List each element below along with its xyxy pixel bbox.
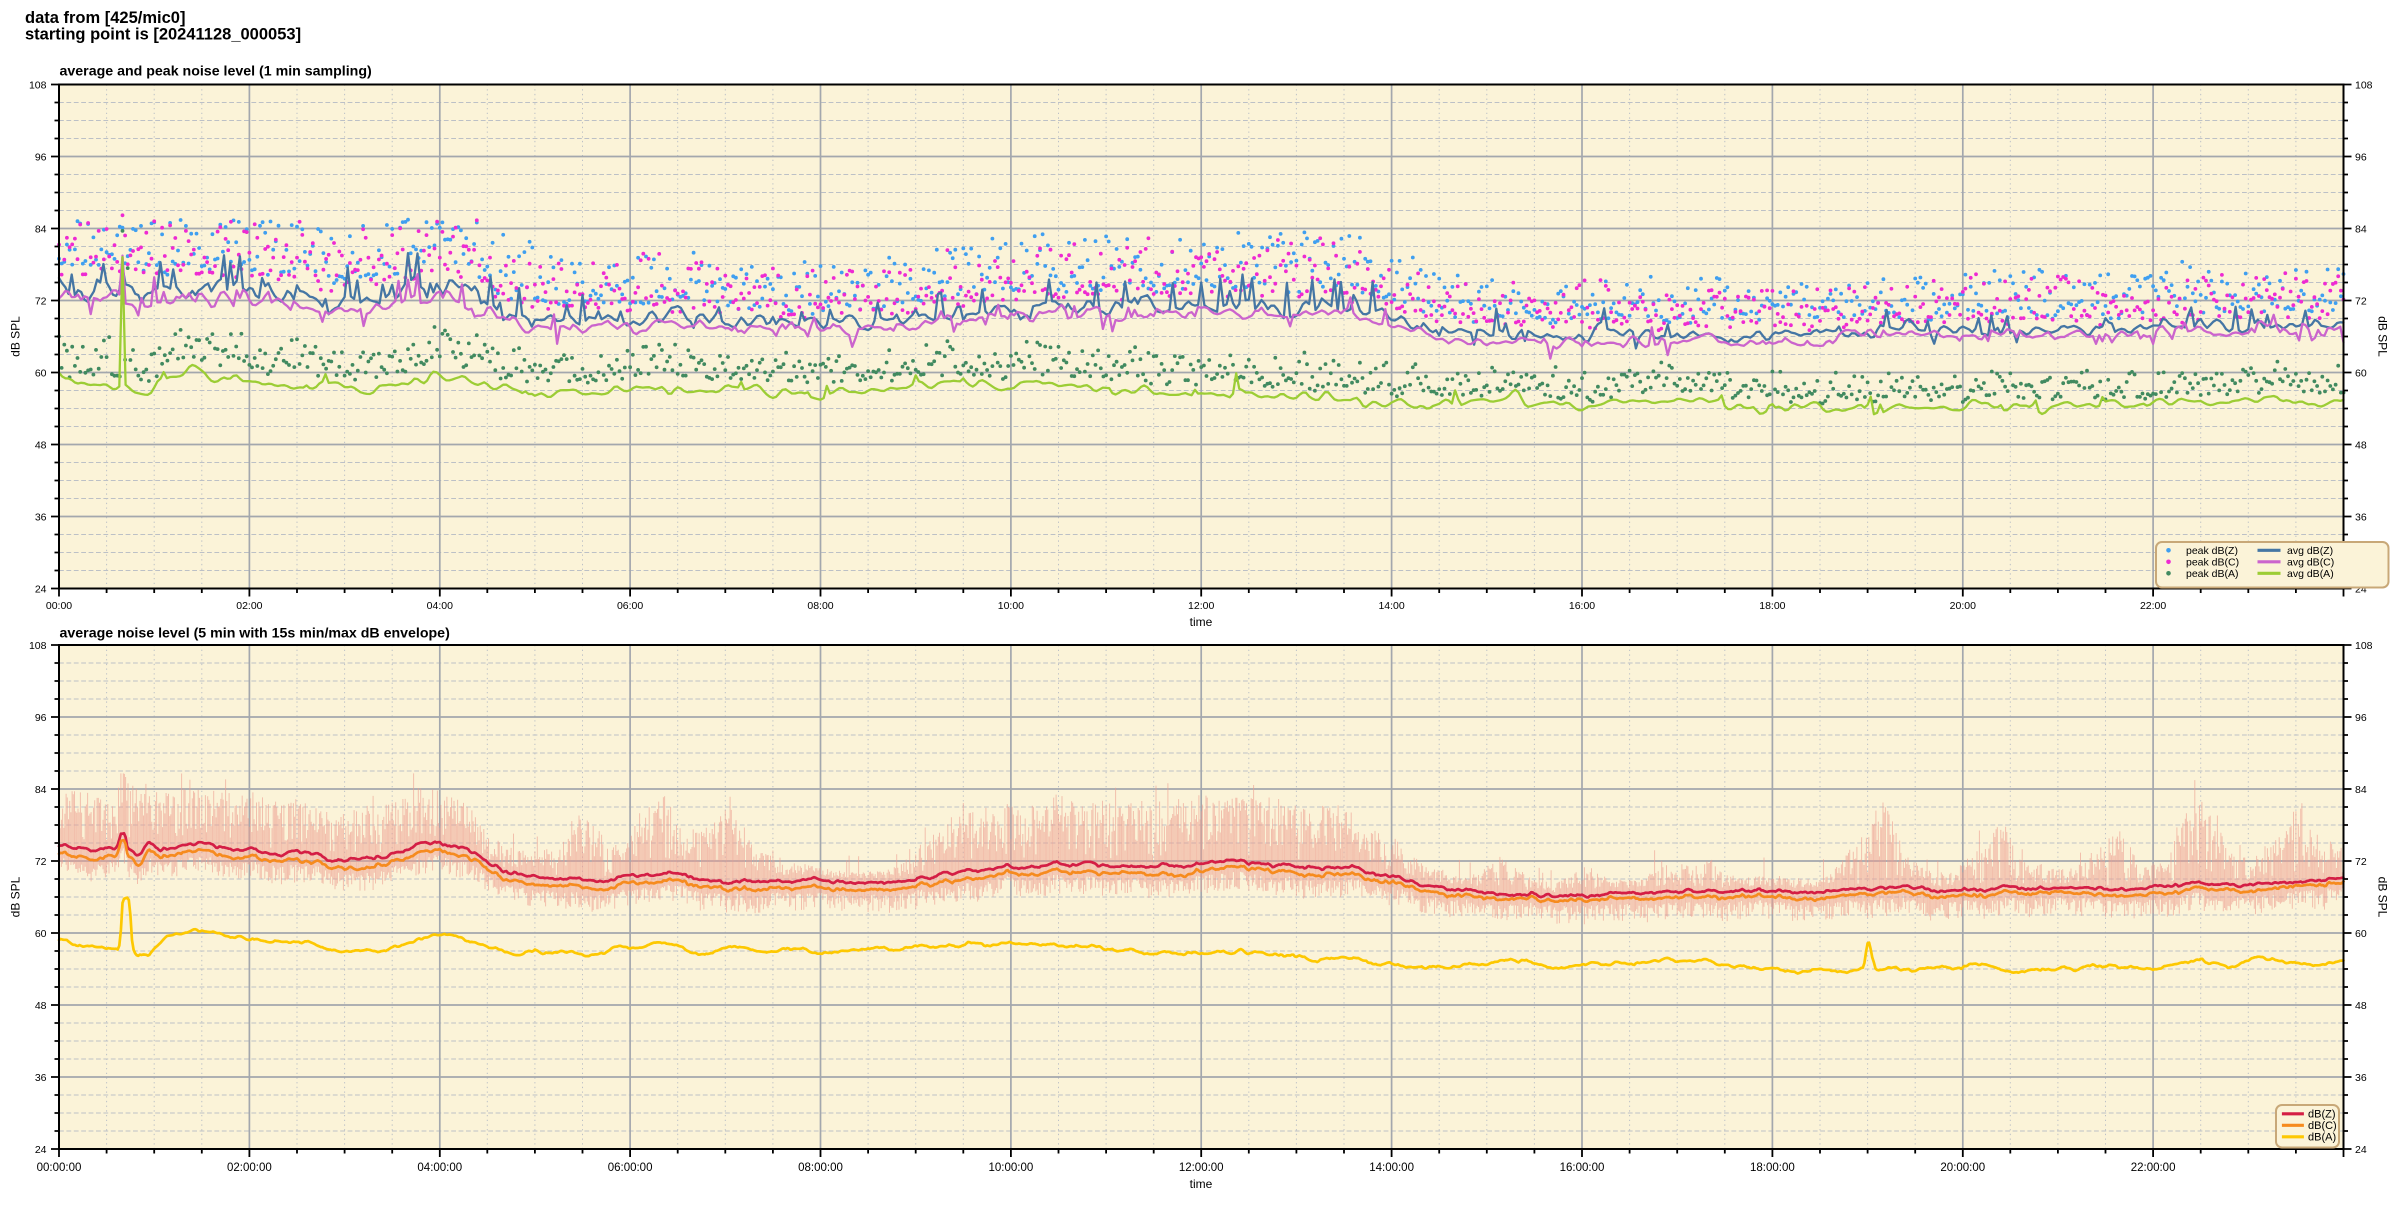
svg-text:84: 84	[2355, 784, 2367, 796]
svg-text:22:00:00: 22:00:00	[2131, 1162, 2176, 1174]
svg-text:00:00:00: 00:00:00	[37, 1162, 82, 1174]
svg-text:60: 60	[35, 367, 47, 379]
svg-text:14:00: 14:00	[1378, 600, 1404, 612]
svg-text:108: 108	[29, 640, 47, 652]
svg-text:22:00: 22:00	[2140, 600, 2166, 612]
svg-text:00:00: 00:00	[46, 600, 72, 612]
svg-text:04:00: 04:00	[427, 600, 453, 612]
svg-text:starting point is [20241128_00: starting point is [20241128_000053]	[25, 26, 301, 44]
svg-text:18:00: 18:00	[1759, 600, 1785, 612]
svg-text:10:00: 10:00	[998, 600, 1024, 612]
svg-text:48: 48	[2355, 439, 2367, 451]
svg-text:dB SPL: dB SPL	[9, 316, 23, 357]
svg-text:96: 96	[35, 151, 47, 163]
svg-text:24: 24	[35, 1144, 47, 1156]
svg-text:14:00:00: 14:00:00	[1369, 1162, 1414, 1174]
svg-text:average noise level (5 min wit: average noise level (5 min with 15s min/…	[60, 626, 451, 642]
svg-text:72: 72	[35, 295, 47, 307]
svg-text:peak dB(Z): peak dB(Z)	[2186, 545, 2238, 557]
svg-text:06:00:00: 06:00:00	[608, 1162, 653, 1174]
svg-text:avg dB(A): avg dB(A)	[2287, 568, 2334, 580]
svg-text:84: 84	[35, 223, 47, 235]
svg-text:peak dB(A): peak dB(A)	[2186, 568, 2239, 580]
svg-text:02:00:00: 02:00:00	[227, 1162, 272, 1174]
svg-text:time: time	[1190, 1177, 1213, 1191]
svg-text:16:00:00: 16:00:00	[1560, 1162, 1605, 1174]
svg-text:84: 84	[2355, 223, 2367, 235]
svg-text:24: 24	[2355, 583, 2367, 595]
svg-text:60: 60	[35, 928, 47, 940]
svg-text:36: 36	[2355, 511, 2367, 523]
svg-text:72: 72	[35, 856, 47, 868]
svg-text:18:00:00: 18:00:00	[1750, 1162, 1795, 1174]
svg-text:12:00:00: 12:00:00	[1179, 1162, 1224, 1174]
svg-text:24: 24	[2355, 1144, 2367, 1156]
svg-text:average and peak noise level (: average and peak noise level (1 min samp…	[60, 64, 373, 80]
svg-text:108: 108	[2355, 640, 2373, 652]
svg-text:time: time	[1190, 615, 1213, 629]
svg-text:avg dB(C): avg dB(C)	[2287, 557, 2334, 569]
svg-text:108: 108	[29, 79, 47, 91]
svg-text:96: 96	[2355, 151, 2367, 163]
svg-text:36: 36	[35, 511, 47, 523]
svg-text:60: 60	[2355, 367, 2367, 379]
svg-text:72: 72	[2355, 856, 2367, 868]
svg-text:84: 84	[35, 784, 47, 796]
svg-text:dB(A): dB(A)	[2308, 1132, 2336, 1144]
svg-text:20:00:00: 20:00:00	[1940, 1162, 1985, 1174]
svg-text:02:00: 02:00	[236, 600, 262, 612]
svg-text:dB(Z): dB(Z)	[2308, 1109, 2336, 1121]
svg-text:10:00:00: 10:00:00	[989, 1162, 1034, 1174]
svg-text:48: 48	[35, 1000, 47, 1012]
svg-text:dB SPL: dB SPL	[2376, 316, 2390, 357]
svg-text:20:00: 20:00	[1950, 600, 1976, 612]
svg-text:dB(C): dB(C)	[2308, 1120, 2337, 1132]
svg-text:06:00: 06:00	[617, 600, 643, 612]
svg-text:12:00: 12:00	[1188, 600, 1214, 612]
svg-text:08:00:00: 08:00:00	[798, 1162, 843, 1174]
svg-text:48: 48	[35, 439, 47, 451]
svg-text:108: 108	[2355, 79, 2373, 91]
svg-text:48: 48	[2355, 1000, 2367, 1012]
svg-text:96: 96	[35, 712, 47, 724]
svg-text:avg dB(Z): avg dB(Z)	[2287, 545, 2333, 557]
svg-text:60: 60	[2355, 928, 2367, 940]
svg-text:data from [425/mic0]: data from [425/mic0]	[25, 9, 185, 27]
svg-text:36: 36	[35, 1072, 47, 1084]
svg-text:04:00:00: 04:00:00	[417, 1162, 462, 1174]
svg-text:96: 96	[2355, 712, 2367, 724]
svg-text:dB SPL: dB SPL	[9, 876, 23, 917]
svg-text:peak dB(C): peak dB(C)	[2186, 557, 2239, 569]
svg-text:dB SPL: dB SPL	[2376, 877, 2390, 918]
svg-text:36: 36	[2355, 1072, 2367, 1084]
svg-text:08:00: 08:00	[807, 600, 833, 612]
svg-text:72: 72	[2355, 295, 2367, 307]
svg-text:24: 24	[35, 583, 47, 595]
svg-text:16:00: 16:00	[1569, 600, 1595, 612]
